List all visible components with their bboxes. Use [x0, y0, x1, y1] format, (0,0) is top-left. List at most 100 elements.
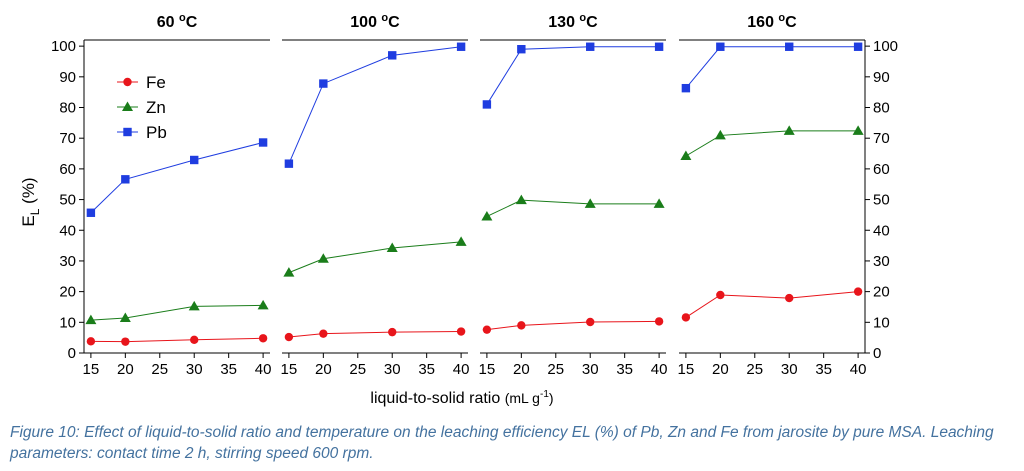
series-line — [685, 130, 859, 157]
data-point — [586, 42, 595, 51]
legend-label: Zn — [146, 98, 166, 117]
data-point — [584, 198, 596, 208]
y-tick-label: 50 — [59, 192, 76, 209]
data-point — [654, 42, 664, 51]
series-line — [90, 142, 264, 214]
data-point — [190, 155, 199, 165]
series-line — [288, 46, 462, 164]
data-point — [515, 194, 527, 205]
data-point — [456, 327, 466, 336]
x-axis-label-unit-close: ) — [549, 390, 554, 406]
data-point — [852, 125, 864, 135]
data-point — [317, 253, 329, 263]
y-tick-label: 90 — [59, 69, 76, 86]
panel-title: 160 oC — [747, 12, 797, 31]
x-tick-label: 30 — [582, 361, 599, 378]
x-tick-label: 40 — [453, 361, 470, 378]
data-point — [716, 42, 725, 51]
data-point — [853, 287, 863, 296]
y-tick-label: 100 — [51, 38, 76, 55]
data-point — [284, 159, 294, 168]
x-tick-label: 40 — [651, 361, 668, 378]
data-point — [190, 335, 199, 345]
y-axis-label-sub: L — [28, 208, 42, 215]
y-tick-label: 10 — [873, 314, 890, 331]
data-point — [86, 337, 96, 346]
x-tick-label: 25 — [349, 361, 366, 378]
y-tick-label: 70 — [873, 130, 890, 147]
x-tick-label: 35 — [418, 361, 435, 378]
x-tick-label: 35 — [815, 361, 832, 378]
x-tick-label: 15 — [83, 361, 100, 378]
x-tick-label: 40 — [850, 361, 867, 378]
series-line — [486, 46, 660, 105]
panel-title: 130 oC — [548, 12, 598, 31]
x-axis-label-text: liquid-to-solid ratio — [370, 390, 504, 407]
x-tick-label: 15 — [281, 361, 298, 378]
series-line — [90, 337, 264, 343]
series-line — [288, 241, 462, 274]
y-tick-label: 60 — [873, 161, 890, 178]
y-axis-label-suffix: (%) — [19, 177, 38, 208]
legend-label: Pb — [146, 123, 167, 142]
data-point — [258, 138, 268, 147]
data-point — [654, 317, 664, 326]
data-point — [455, 236, 467, 246]
y-tick-label: 90 — [873, 69, 890, 86]
data-point — [716, 290, 725, 300]
data-point — [257, 299, 269, 310]
data-point — [388, 327, 397, 337]
x-tick-label: 25 — [151, 361, 168, 378]
data-point — [481, 210, 493, 221]
x-tick-label: 20 — [315, 361, 332, 378]
y-tick-label: 80 — [873, 100, 890, 117]
data-point — [283, 267, 295, 277]
data-point — [482, 100, 492, 109]
chart-panel: 15 20 25 30 35 40 130 oC — [479, 12, 668, 378]
chart-panel: 15 20 25 30 35 40 100 oC — [281, 12, 470, 378]
figure-caption: Figure 10: Effect of liquid-to-solid rat… — [10, 424, 994, 462]
series-line — [685, 46, 859, 89]
x-tick-label: 15 — [479, 361, 496, 378]
data-point — [714, 129, 726, 140]
data-point — [86, 208, 96, 217]
panel-title: 60 oC — [157, 12, 198, 31]
data-point — [853, 42, 863, 51]
x-axis-label: liquid-to-solid ratio (mL g-1) — [370, 389, 553, 407]
data-point — [456, 42, 466, 51]
y-tick-label: 60 — [59, 161, 76, 178]
y-tick-label: 40 — [873, 222, 890, 239]
data-point — [783, 125, 795, 135]
data-point — [681, 313, 691, 322]
panel-title: 100 oC — [350, 12, 400, 31]
legend-marker — [123, 77, 132, 87]
data-point — [119, 312, 131, 323]
data-point — [284, 332, 294, 342]
y-tick-label: 0 — [68, 345, 76, 362]
data-point — [258, 334, 268, 343]
legend-marker — [122, 101, 133, 111]
series-line — [486, 320, 660, 331]
data-point — [388, 51, 397, 60]
y-tick-label: 30 — [59, 253, 76, 270]
chart-panel: 15 20 25 30 35 40 0 10 20 30 40 50 60 70 80 90 100 160 oC — [678, 12, 898, 378]
x-tick-label: 25 — [547, 361, 564, 378]
y-tick-label: 30 — [873, 253, 890, 270]
data-point — [482, 325, 492, 334]
y-tick-label: 40 — [59, 222, 76, 239]
legend: Fe Zn Pb — [117, 73, 167, 142]
data-point — [319, 329, 328, 338]
data-point — [85, 314, 97, 325]
data-point — [188, 300, 200, 311]
y-axis-label-main: E — [19, 215, 38, 226]
data-point — [785, 293, 794, 303]
x-tick-label: 35 — [220, 361, 237, 378]
y-tick-label: 50 — [873, 192, 890, 209]
x-tick-label: 30 — [384, 361, 401, 378]
data-point — [517, 321, 526, 330]
x-tick-label: 15 — [678, 361, 695, 378]
data-point — [517, 45, 526, 54]
x-tick-label: 30 — [186, 361, 203, 378]
legend-label: Fe — [146, 73, 166, 92]
